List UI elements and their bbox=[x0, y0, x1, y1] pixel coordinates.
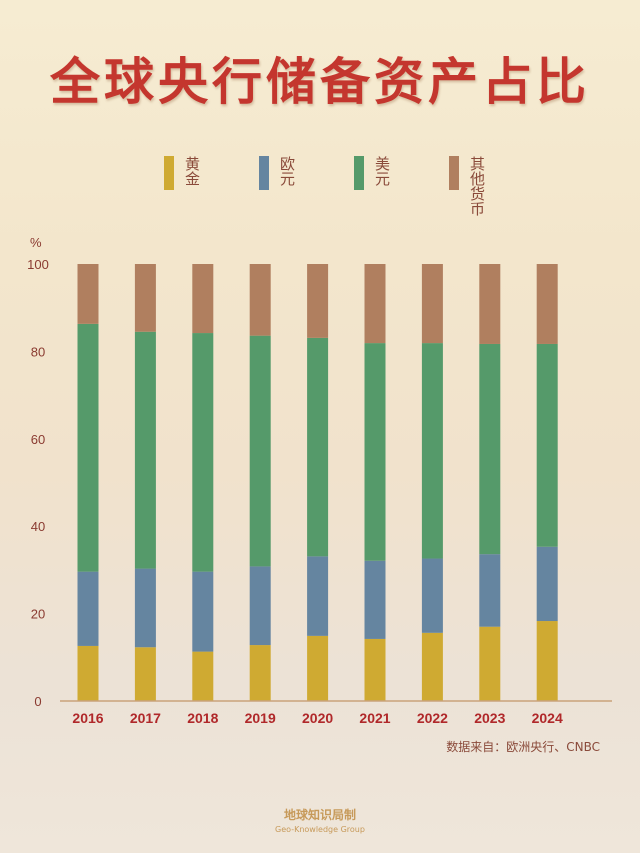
bar-segment bbox=[479, 264, 501, 344]
x-tick-label: 2024 bbox=[532, 710, 563, 726]
bar-segment bbox=[421, 558, 443, 633]
bar-segment bbox=[192, 571, 214, 652]
legend-swatch bbox=[354, 156, 364, 190]
legend-item: 欧元 bbox=[259, 156, 296, 190]
y-tick-label: 60 bbox=[31, 432, 45, 447]
bar-segment bbox=[536, 264, 558, 344]
bar-segment bbox=[307, 264, 329, 338]
y-axis-unit: % bbox=[30, 235, 42, 250]
bar-segment bbox=[134, 264, 156, 332]
bar-segment bbox=[536, 621, 558, 701]
bar-segment bbox=[479, 343, 501, 555]
brand-english: Geo-Knowledge Group bbox=[275, 825, 365, 834]
bar-segment bbox=[134, 331, 156, 569]
bar-segment bbox=[249, 264, 271, 336]
x-tick-label: 2022 bbox=[417, 710, 448, 726]
x-tick-label: 2023 bbox=[474, 710, 505, 726]
bar-segment bbox=[364, 264, 386, 344]
bar-segment bbox=[307, 337, 329, 557]
brand-logo-text: 地球知识局制 bbox=[283, 808, 356, 822]
bar-segment bbox=[307, 556, 329, 636]
chart-title: 全球央行储备资产占比 bbox=[50, 53, 590, 111]
bar-segment bbox=[249, 335, 271, 567]
y-tick-label: 100 bbox=[27, 257, 49, 272]
y-tick-label: 40 bbox=[31, 519, 45, 534]
y-tick-label: 20 bbox=[31, 607, 45, 622]
bar-segment bbox=[134, 568, 156, 648]
bar-segment bbox=[364, 638, 386, 701]
data-source: 数据来自：欧洲央行、CNBC bbox=[446, 740, 600, 754]
bar-segment bbox=[479, 554, 501, 627]
legend-label: 美元 bbox=[373, 156, 391, 186]
bar-segment bbox=[421, 632, 443, 701]
bar-segment bbox=[134, 647, 156, 701]
legend-swatch bbox=[449, 156, 459, 190]
legend-item: 美元 bbox=[354, 156, 391, 190]
x-tick-label: 2017 bbox=[130, 710, 161, 726]
bar-segment bbox=[77, 264, 99, 324]
footer: 地球知识局制 Geo-Knowledge Group bbox=[0, 806, 640, 834]
y-tick-label: 0 bbox=[34, 694, 41, 709]
legend-label: 黄金 bbox=[183, 156, 201, 186]
bar-segment bbox=[536, 546, 558, 622]
x-tick-label: 2020 bbox=[302, 710, 333, 726]
x-tick-label: 2016 bbox=[72, 710, 103, 726]
y-tick-label: 80 bbox=[31, 344, 45, 359]
bar-segment bbox=[479, 626, 501, 701]
x-tick-label: 2018 bbox=[187, 710, 218, 726]
bar-segment bbox=[536, 343, 558, 547]
bar-segment bbox=[421, 343, 443, 559]
legend-swatch bbox=[164, 156, 174, 190]
bar-segment bbox=[364, 560, 386, 639]
bar-segment bbox=[364, 343, 386, 561]
bar-segment bbox=[421, 264, 443, 344]
legend-swatch bbox=[259, 156, 269, 190]
bar-segment bbox=[192, 651, 214, 701]
bar-segment bbox=[307, 635, 329, 701]
x-tick-label: 2021 bbox=[359, 710, 390, 726]
bar-segment bbox=[77, 571, 99, 646]
bar-segment bbox=[77, 645, 99, 701]
legend-label: 其他货币 bbox=[468, 156, 486, 216]
legend-item: 黄金 bbox=[164, 156, 201, 190]
x-tick-label: 2019 bbox=[245, 710, 276, 726]
bar-segment bbox=[192, 264, 214, 334]
legend-label: 欧元 bbox=[278, 156, 296, 186]
legend-item: 其他货币 bbox=[449, 156, 486, 216]
bar-segment bbox=[249, 566, 271, 646]
bar-segment bbox=[249, 645, 271, 701]
bar-segment bbox=[77, 323, 99, 572]
bar-segment bbox=[192, 333, 214, 572]
